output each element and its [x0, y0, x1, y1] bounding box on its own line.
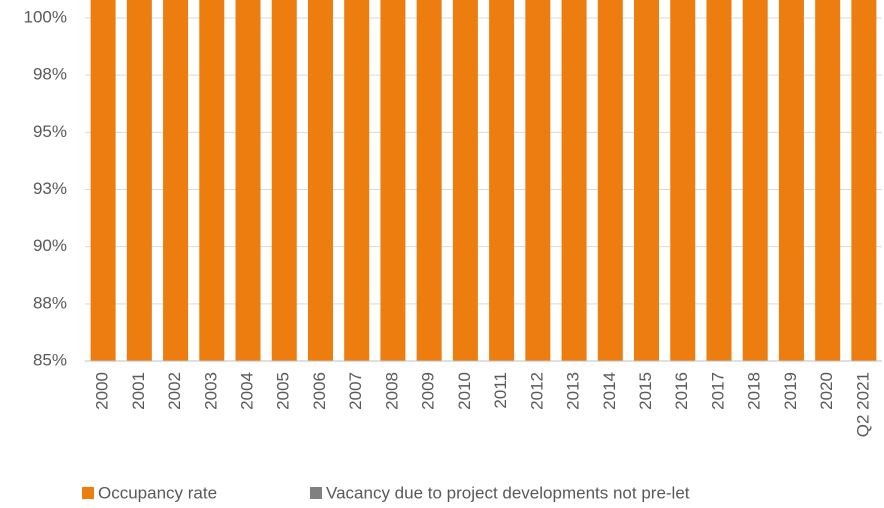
- x-tick-label: 2009: [419, 372, 438, 410]
- x-tick-label: 2001: [129, 372, 148, 410]
- bar: [706, 0, 732, 361]
- y-tick-label: 88%: [33, 293, 67, 312]
- bar: [452, 0, 478, 362]
- x-tick-label: 2011: [491, 372, 510, 409]
- bar: [742, 0, 768, 361]
- x-tick-label: 2002: [165, 372, 184, 410]
- x-tick-label: Q2 2021: [853, 372, 872, 437]
- x-tick-label: 2007: [346, 372, 365, 410]
- x-tick-label: 2013: [564, 372, 583, 410]
- bar: [778, 0, 804, 361]
- y-tick-label: 93%: [33, 179, 67, 198]
- x-tick-label: 2017: [708, 372, 727, 410]
- bar: [235, 0, 261, 361]
- legend-swatch: [310, 487, 322, 499]
- y-tick-label: 95%: [33, 122, 67, 141]
- y-tick-label: 85%: [33, 350, 67, 369]
- bar: [344, 0, 370, 361]
- bar: [489, 0, 515, 361]
- bar: [815, 0, 841, 361]
- x-tick-label: 2018: [745, 372, 764, 410]
- bar: [525, 0, 551, 362]
- bar: [597, 0, 623, 361]
- bar: [634, 0, 660, 361]
- legend-label: Vacancy due to project developments not …: [326, 483, 690, 502]
- legend-swatch: [82, 487, 94, 499]
- x-tick-label: 2006: [310, 372, 329, 410]
- bar: [670, 0, 696, 361]
- x-tick-label: 2016: [672, 372, 691, 410]
- x-tick-label: 2004: [238, 372, 257, 410]
- bar: [851, 0, 877, 362]
- x-tick-label: 2005: [274, 372, 293, 410]
- x-tick-label: 2015: [636, 372, 655, 410]
- x-tick-label: 2014: [600, 372, 619, 410]
- legend-label: Occupancy rate: [98, 483, 217, 502]
- x-tick-label: 2000: [93, 372, 112, 410]
- bar: [561, 0, 587, 361]
- x-tick-label: 2020: [817, 372, 836, 410]
- y-tick-label: 100%: [24, 7, 67, 26]
- bar: [90, 0, 116, 362]
- y-tick-label: 90%: [33, 236, 67, 255]
- x-tick-label: 2012: [527, 372, 546, 410]
- x-tick-label: 2003: [201, 372, 220, 410]
- bar: [126, 0, 152, 361]
- bar: [307, 0, 333, 361]
- x-tick-label: 2010: [455, 372, 474, 410]
- bar: [271, 0, 297, 361]
- x-tick-label: 2008: [382, 372, 401, 410]
- bar: [380, 0, 406, 362]
- bar: [163, 0, 189, 361]
- bar: [416, 0, 442, 362]
- y-tick-label: 98%: [33, 65, 67, 84]
- x-tick-label: 2019: [781, 372, 800, 410]
- bar: [199, 0, 225, 361]
